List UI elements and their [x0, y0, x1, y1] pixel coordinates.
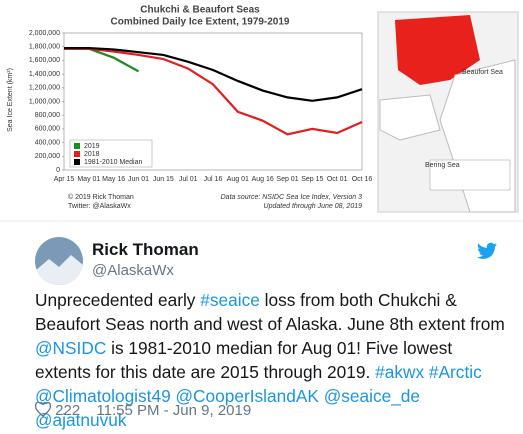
tweet-text-segment: Unprecedented early [35, 290, 201, 310]
x-tick-label: Aug 01 [227, 176, 249, 183]
legend-swatch [74, 151, 80, 157]
series-line [64, 47, 363, 136]
land [379, 94, 441, 141]
legend-swatch [74, 159, 80, 165]
x-tick-label: May 16 [102, 176, 125, 183]
tweet-link[interactable]: #Arctic [428, 362, 482, 382]
ice-region [395, 15, 480, 85]
user-handle[interactable]: @AlaskaWx [92, 262, 174, 279]
y-tick-label: 1,600,000 [29, 57, 60, 64]
tweet-link[interactable]: @ajatnuvuk [35, 410, 127, 430]
like-count[interactable]: 222 [55, 402, 81, 419]
tweet-text-segment: is 1981-2010 median for Aug 01! Five low… [35, 338, 453, 382]
user-name[interactable]: Rick Thoman [92, 240, 199, 259]
tweet-footer: 222 11:55 PM - Jun 9, 2019 [34, 401, 252, 419]
y-axis-label: Sea Ice Extent (km²) [7, 68, 14, 132]
tweet-link[interactable]: #seaice [200, 290, 260, 310]
tweet-link[interactable]: @Climatologist49 [35, 386, 171, 406]
avatar[interactable] [35, 237, 83, 285]
y-tick-label: 200,000 [35, 153, 60, 160]
like-icon[interactable] [34, 401, 52, 418]
series-line [64, 46, 363, 102]
x-tick-label: Apr 15 [54, 176, 75, 183]
tweet-link[interactable]: @seaice_de [323, 386, 421, 406]
credit: © 2019 Rick Thoman [68, 193, 134, 201]
map-label: Beaufort Sea [462, 69, 503, 76]
legend-label: 2019 [84, 143, 100, 150]
x-tick-label: Jun 01 [128, 176, 149, 183]
y-tick-label: 400,000 [35, 139, 60, 146]
tweet-link[interactable]: #akwx [375, 362, 425, 382]
x-tick-label: Oct 01 [327, 176, 348, 183]
twitter-logo[interactable] [477, 242, 497, 260]
map-label: Bering Sea [425, 162, 460, 169]
chart-image: Chukchi & Beaufort Seas Combined Daily I… [0, 0, 523, 222]
credit: Twitter: @AlaskaWx [68, 203, 131, 210]
x-tick-label: Jul 01 [179, 176, 198, 183]
y-tick-label: 1,200,000 [29, 85, 60, 92]
y-tick-label: 1,000,000 [29, 98, 60, 105]
legend-swatch [74, 143, 80, 149]
legend-label: 2018 [84, 151, 100, 158]
y-tick-label: 1,400,000 [29, 71, 60, 78]
x-tick-label: Jun 15 [153, 176, 174, 183]
tweet-link[interactable]: @CooperIslandAK [175, 386, 319, 406]
timestamp[interactable]: 11:55 PM - Jun 9, 2019 [96, 402, 252, 419]
y-tick-label: 2,000,000 [29, 30, 60, 37]
chart-subtitle: Combined Daily Ice Extent, 1979-2019 [111, 17, 290, 28]
x-tick-label: Sep 01 [276, 176, 298, 183]
y-tick-label: 600,000 [35, 126, 60, 133]
chart-title: Chukchi & Beaufort Seas [140, 5, 260, 16]
map-legend [429, 159, 511, 191]
tweet-link[interactable]: @NSIDC [35, 338, 107, 358]
chart-background [0, 0, 370, 220]
y-tick-label: 800,000 [35, 112, 60, 119]
tweet-text-segment: loss from both Chukchi & Beaufort Seas n… [35, 290, 505, 334]
legend-label: 1981-2010 Median [84, 159, 142, 166]
x-tick-label: Jul 16 [204, 176, 223, 183]
x-tick-label: May 01 [77, 176, 100, 183]
x-tick-label: Aug 16 [252, 176, 274, 183]
map: Beaufort Sea Bering Sea [377, 11, 519, 213]
x-tick-label: Oct 16 [352, 176, 373, 183]
tweet-text: Unprecedented early #seaice loss from bo… [35, 288, 507, 432]
y-tick-label: 1,800,000 [29, 44, 60, 51]
source: Updated through June 08, 2019 [264, 203, 363, 210]
legend-box [69, 139, 153, 168]
x-tick-label: Sep 15 [301, 176, 323, 183]
source: Data source: NSIDC Sea Ice Index, Versio… [221, 194, 362, 201]
y-tick-label: 0 [56, 167, 60, 174]
